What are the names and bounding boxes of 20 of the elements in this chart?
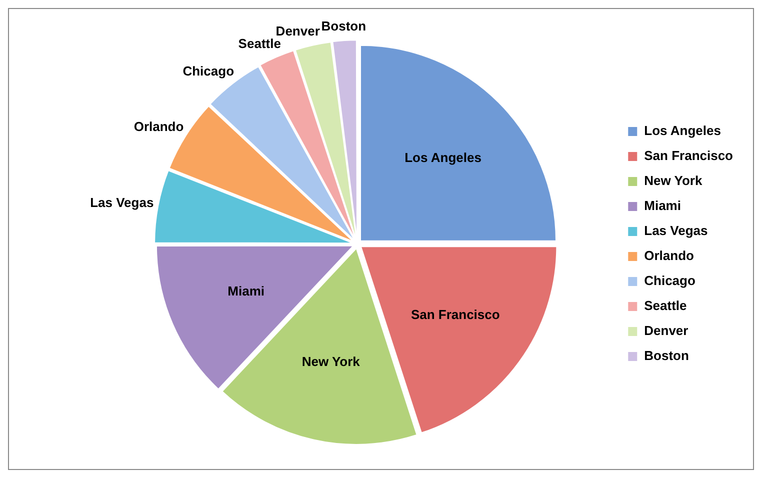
legend-label: Los Angeles (644, 123, 721, 138)
slice-label: Los Angeles (404, 150, 482, 165)
legend-label: Miami (644, 198, 681, 214)
slice-label: Orlando (134, 119, 184, 134)
legend-label: San Francisco (644, 148, 734, 164)
slice-label: Boston (321, 18, 366, 34)
legend-label: Boston (644, 348, 689, 364)
legend-label: Orlando (644, 248, 694, 264)
legend-label: Las Vegas (644, 223, 708, 238)
slice-label: New York (302, 354, 361, 369)
slice-label: Las Vegas (90, 194, 154, 210)
slice-label: San Francisco (410, 306, 500, 322)
slice-label: Miami (228, 284, 264, 299)
slice-label: Seattle (238, 36, 281, 51)
slice-label: Chicago (182, 64, 234, 79)
legend-label: New York (644, 173, 703, 188)
legend-label: Denver (644, 323, 688, 338)
legend-label: Chicago (644, 273, 696, 288)
legend-label: Seattle (644, 298, 687, 314)
slice-label: Denver (276, 23, 320, 38)
